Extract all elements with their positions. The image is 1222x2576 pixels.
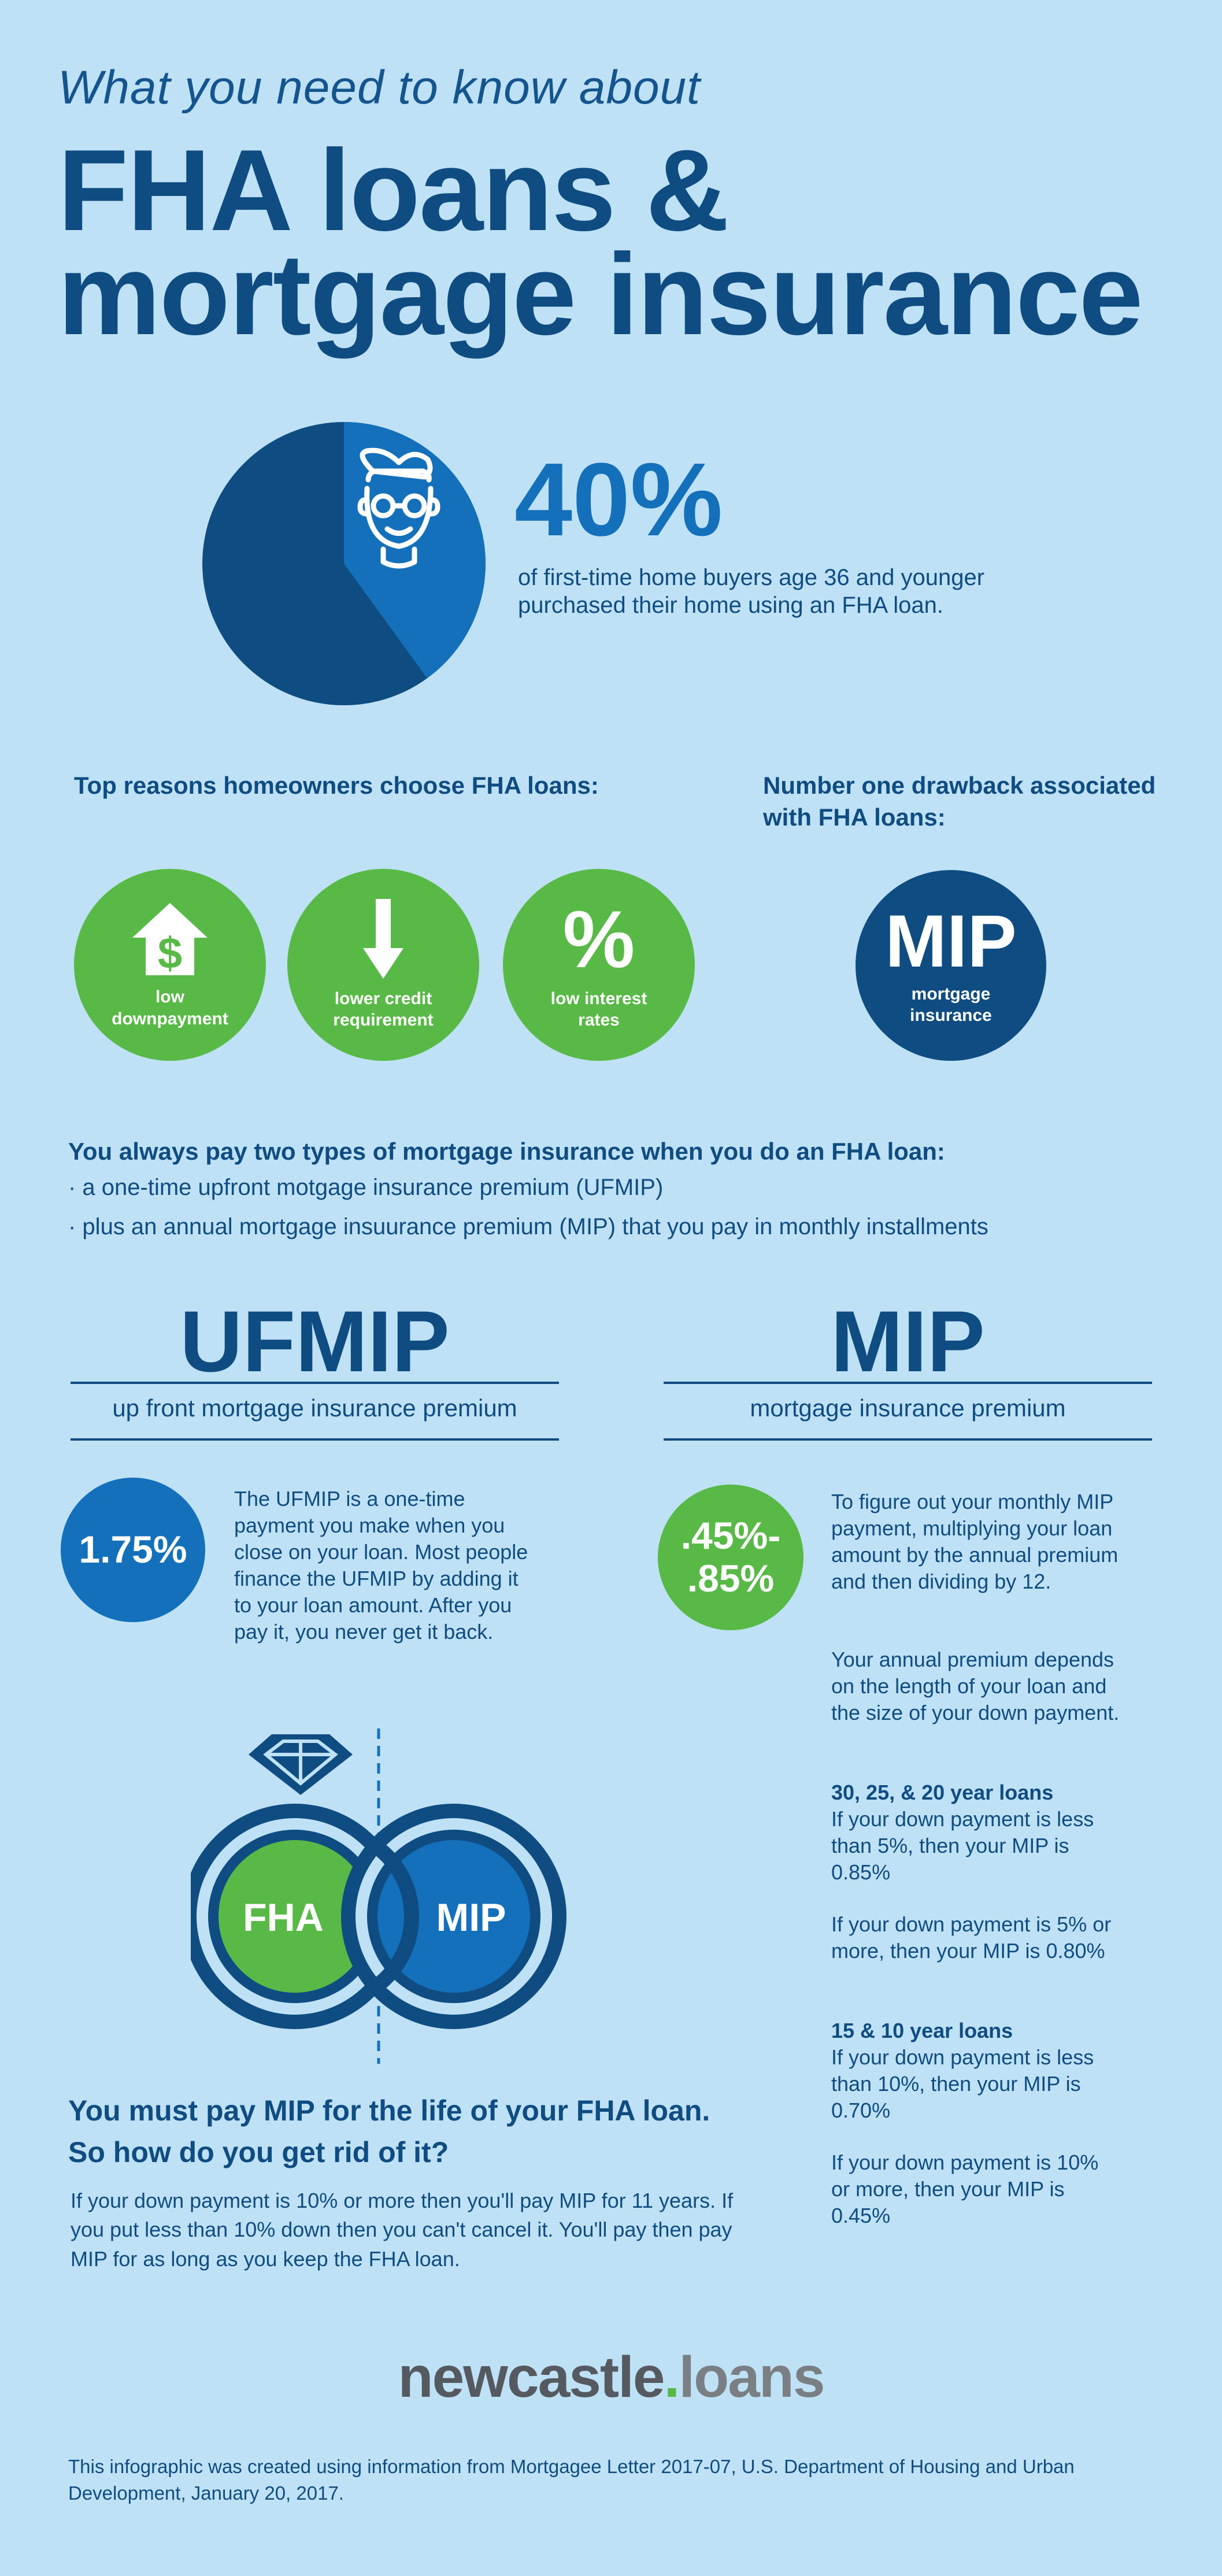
pay-heading-2: So how do you get rid of it? bbox=[68, 2136, 449, 2168]
house-dollar-icon: $ bbox=[132, 903, 208, 978]
ufmip-rule-top bbox=[71, 1382, 559, 1384]
types-heading: You always pay two types of mortgage ins… bbox=[68, 1138, 945, 1165]
arrow-down-icon bbox=[363, 898, 403, 979]
mip-text-2: Your annual premium depends on the lengt… bbox=[831, 1648, 1120, 1725]
stat-value: 40% bbox=[514, 442, 723, 558]
mip-badge-label: mortgage insurance bbox=[910, 984, 992, 1026]
man-with-glasses-icon bbox=[357, 447, 440, 569]
diamond-icon bbox=[249, 1734, 353, 1795]
stat-pie-chart bbox=[202, 422, 486, 705]
reason-low-interest: % low interest rates bbox=[503, 869, 695, 1061]
mip-title: MIP bbox=[831, 1293, 985, 1390]
rings-illustration: FHA MIP bbox=[191, 1729, 566, 2064]
reason-low-downpayment: $ low downpayment bbox=[74, 869, 266, 1061]
mip-group1-heading: 30, 25, & 20 year loans bbox=[831, 1781, 1054, 1804]
footer-note: This infographic was created using infor… bbox=[68, 2456, 1075, 2504]
mip-rate-line-2: .85% bbox=[687, 1557, 775, 1600]
logo-dot: . bbox=[664, 2345, 680, 2410]
svg-text:$: $ bbox=[158, 929, 182, 978]
mip-rate-badge: .45%- .85% bbox=[658, 1485, 803, 1630]
mip-text-1: To figure out your monthly MIP payment, … bbox=[831, 1490, 1119, 1594]
mip-ring-fill bbox=[377, 1840, 530, 1993]
mip-group1-b: If your down payment is 5% or more, then… bbox=[831, 1912, 1112, 1963]
mip-badge-text: MIP bbox=[885, 900, 1017, 983]
drawback-heading: Number one drawback associated with FHA … bbox=[763, 772, 1156, 831]
logo-part-2: loans bbox=[679, 2345, 825, 2410]
mip-group2-b: If your down payment is 10% or more, the… bbox=[831, 2151, 1099, 2228]
pay-body: If your down payment is 10% or more then… bbox=[71, 2189, 734, 2271]
mip-group2-a: If your down payment is less than 10%, t… bbox=[831, 2045, 1094, 2123]
mip-ring-label: MIP bbox=[436, 1896, 506, 1940]
mip-rule-top bbox=[664, 1382, 1152, 1384]
reason-label: low downpayment bbox=[112, 987, 228, 1028]
newcastle-logo: newcastle.loans bbox=[0, 2344, 1222, 2411]
mip-rate-line-1: .45%- bbox=[680, 1514, 781, 1557]
title-line-2: mortgage insurance bbox=[58, 230, 1143, 359]
types-item: · a one-time upfront motgage insurance p… bbox=[68, 1175, 664, 1200]
mip-badge: MIP mortgage insurance bbox=[856, 870, 1046, 1061]
ufmip-rule-bottom bbox=[71, 1438, 559, 1441]
percent-icon: % bbox=[562, 893, 635, 984]
subtitle: What you need to know about bbox=[58, 61, 701, 114]
ufmip-rate: 1.75% bbox=[79, 1528, 187, 1571]
stat-description: of first-time home buyers age 36 and you… bbox=[518, 565, 985, 618]
fha-ring-label: FHA bbox=[243, 1896, 324, 1940]
ufmip-rate-badge: 1.75% bbox=[61, 1478, 205, 1622]
types-item: · plus an annual mortgage insuurance pre… bbox=[68, 1214, 988, 1239]
pay-heading-1: You must pay MIP for the life of your FH… bbox=[68, 2094, 710, 2127]
title-line-1: FHA loans & bbox=[58, 126, 730, 255]
reason-lower-credit: lower credit requirement bbox=[287, 869, 479, 1061]
fha-ring-fill bbox=[219, 1840, 371, 1993]
mip-subtitle: mortgage insurance premium bbox=[750, 1394, 1066, 1422]
mip-rule-bottom bbox=[664, 1438, 1152, 1441]
ufmip-subtitle: up front mortgage insurance premium bbox=[112, 1394, 517, 1422]
logo-part-1: newcastle bbox=[398, 2345, 665, 2410]
mip-group2-heading: 15 & 10 year loans bbox=[831, 2019, 1013, 2042]
mip-group1-a: If your down payment is less than 5%, th… bbox=[831, 1807, 1094, 1885]
ufmip-text: The UFMIP is a one-time payment you make… bbox=[234, 1487, 528, 1644]
reason-label: low interest rates bbox=[550, 989, 647, 1030]
ufmip-title: UFMIP bbox=[180, 1293, 450, 1390]
reason-label: lower credit requirement bbox=[333, 989, 434, 1030]
reasons-heading: Top reasons homeowners choose FHA loans: bbox=[74, 772, 599, 799]
